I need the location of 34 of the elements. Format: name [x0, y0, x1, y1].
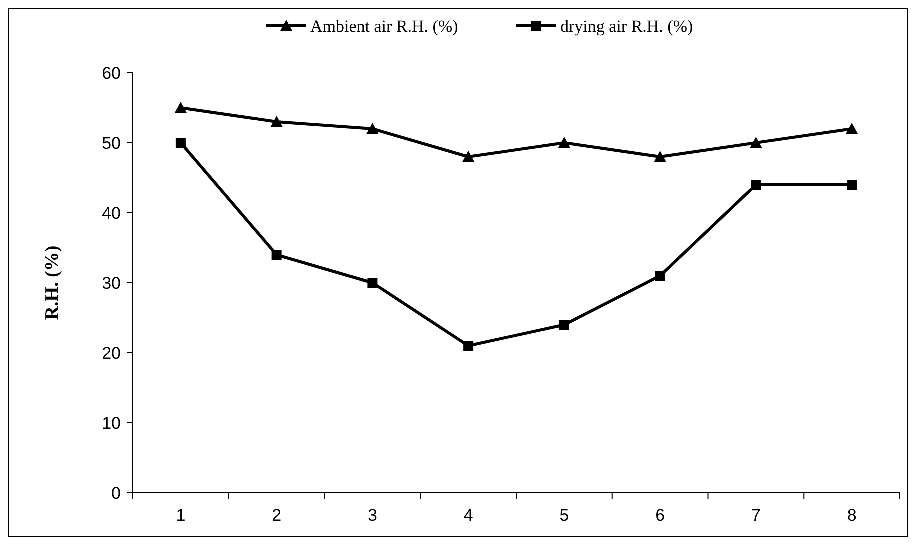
y-tick-label: 60 — [102, 64, 121, 83]
x-tick-label: 4 — [464, 506, 474, 525]
point — [464, 341, 474, 351]
y-tick-label: 0 — [112, 484, 121, 503]
y-tick-label: 40 — [102, 204, 121, 223]
point — [462, 151, 475, 162]
y-tick-label: 50 — [102, 134, 121, 153]
point — [750, 137, 762, 148]
point — [368, 278, 378, 288]
point — [655, 271, 666, 281]
point — [174, 102, 187, 113]
x-tick-label: 3 — [368, 506, 378, 525]
point — [847, 180, 858, 190]
point — [751, 180, 762, 190]
y-tick-label: 30 — [102, 274, 121, 293]
point — [272, 250, 282, 260]
y-tick-label: 10 — [102, 414, 121, 433]
y-axis-title: R.H. (%) — [42, 246, 63, 320]
x-tick-label: 2 — [272, 506, 282, 525]
legend-label: Ambient air R.H. (%) — [310, 16, 458, 36]
point — [558, 137, 570, 148]
point — [559, 320, 570, 330]
point — [366, 123, 379, 134]
x-tick-label: 5 — [560, 506, 570, 525]
x-tick-label: 6 — [656, 506, 666, 525]
point — [176, 138, 186, 148]
point — [846, 123, 858, 134]
y-tick-label: 20 — [102, 344, 121, 363]
point — [270, 116, 283, 127]
x-tick-label: 7 — [751, 506, 761, 525]
point — [654, 151, 666, 162]
x-tick-label: 8 — [847, 506, 857, 525]
x-tick-label: 1 — [176, 506, 186, 525]
legend-label: drying air R.H. (%) — [560, 16, 694, 36]
